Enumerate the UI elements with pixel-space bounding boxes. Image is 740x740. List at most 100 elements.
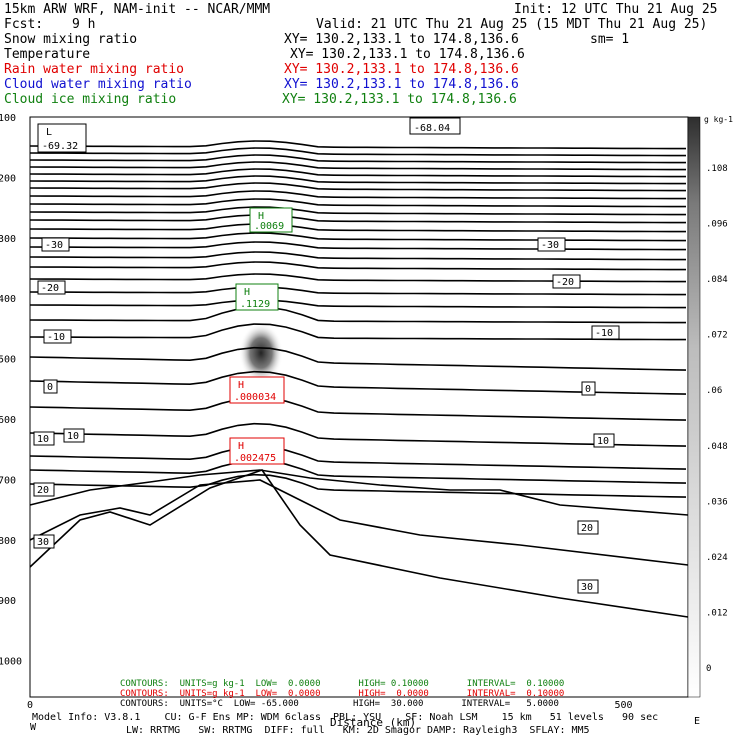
field-name-cloud-ice: Cloud ice mixing ratio: [4, 92, 177, 107]
colorbar-tick-label: .096: [706, 220, 728, 230]
temperature-contour: [29, 370, 687, 395]
colorbar: [687, 116, 701, 698]
contour-label: 20: [581, 523, 593, 534]
colorbar-tick-label: .108: [706, 164, 728, 174]
field-name-rain: Rain water mixing ratio: [4, 62, 185, 77]
extremum-kind: H: [238, 441, 244, 452]
extremum-box: [249, 207, 293, 233]
snow-maximum: [239, 323, 283, 383]
y-tick-label: 800: [0, 536, 16, 547]
colorbar-tick-label: .072: [706, 331, 728, 341]
init-time: Init: 12 UTC Thu 21 Aug 25: [514, 2, 718, 17]
temperature-contour: [29, 190, 686, 200]
terrain-contour: [29, 479, 689, 566]
field-xy-snow: XY= 130.2,133.1 to 174.8,136.6: [284, 32, 519, 47]
y-tick-label: 500: [0, 355, 16, 366]
colorbar-unit: g kg-1: [704, 115, 733, 124]
y-tick-label: 300: [0, 234, 16, 245]
temperature-contour: [29, 261, 686, 271]
contour-label: -30: [45, 240, 63, 251]
contour-label-box: [591, 325, 620, 340]
extremum-box: [229, 437, 285, 465]
extremum-box: [229, 376, 285, 404]
temperature-contour: [29, 299, 686, 309]
contours-info-temperature: CONTOURS: UNITS=°C LOW= -65.000 HIGH= 30…: [120, 699, 559, 709]
temperature-contour: [29, 168, 686, 178]
extremum-box: [409, 117, 461, 135]
contour-label-box: [43, 379, 58, 394]
temperature-contour: [29, 147, 686, 157]
field-xy-cloud-water: XY= 130.2,133.1 to 174.8,136.6: [284, 77, 519, 92]
extremum-value: .002475: [234, 453, 276, 464]
extremum-value: .000034: [234, 392, 276, 403]
extremum-value: .0069: [254, 221, 284, 232]
terrain-contour: [29, 469, 689, 516]
y-tick-label: 700: [0, 475, 16, 486]
contour-label: 30: [581, 582, 593, 593]
y-tick-label: 1000: [0, 657, 22, 668]
fcst-label: Fcst:: [4, 17, 44, 32]
temperature-contour: [29, 232, 686, 242]
contour-label: 0: [47, 382, 53, 393]
contour-label-box: [41, 237, 70, 252]
contour-label-box: [33, 431, 55, 446]
temperature-contour: [29, 198, 686, 208]
extremum-box: [37, 123, 87, 153]
model-title: 15km ARW WRF, NAM-init -- NCAR/MMM: [4, 2, 271, 17]
temperature-contour: [29, 241, 686, 251]
field-name-temperature: Temperature: [4, 47, 91, 62]
colorbar-tick-label: .048: [706, 442, 728, 452]
temperature-contour: [29, 422, 687, 447]
fcst-value: 9 h: [72, 17, 96, 32]
temperature-contour: [29, 182, 686, 192]
temperature-contour: [29, 206, 686, 216]
model-info-line2: LW: RRTMG SW: RRTMG DIFF: full KM: 2D Sm…: [126, 725, 590, 736]
model-info-line1: Model Info: V3.8.1 CU: G-F Ens MP: WDM 6…: [32, 712, 659, 723]
contour-label: -10: [47, 332, 65, 343]
contour-label: 10: [37, 434, 49, 445]
temperature-contour: [29, 140, 686, 150]
temperature-contour: [29, 346, 687, 371]
temperature-contour: [29, 161, 686, 171]
contour-label-box: [593, 433, 615, 448]
temperature-contour: [29, 175, 686, 185]
contour-label-box: [577, 579, 599, 594]
field-name-snow: Snow mixing ratio: [4, 32, 138, 47]
temperature-contour: [29, 273, 686, 283]
extremum-box: [235, 283, 279, 311]
field-xy-temperature: XY= 130.2,133.1 to 174.8,136.6: [290, 47, 525, 62]
temperature-contour: [29, 214, 686, 224]
y-tick-label: 900: [0, 596, 16, 607]
y-tick-label: 200: [0, 173, 16, 184]
temperature-contour: [29, 459, 687, 484]
extremum-kind: H: [238, 380, 244, 391]
contour-label-box: [581, 381, 596, 396]
contour-label-box: [577, 520, 599, 535]
contours-info-ice: CONTOURS: UNITS=g kg-1 LOW= 0.0000 HIGH=…: [120, 679, 565, 689]
corner-east: E: [694, 716, 701, 727]
contour-label: 20: [37, 485, 49, 496]
contour-label: -30: [541, 240, 559, 251]
y-tick-label: 400: [0, 294, 16, 305]
contour-label-box: [552, 274, 581, 289]
temperature-contour: [29, 286, 686, 296]
contour-label-box: [37, 280, 66, 295]
x-tick-label: 0: [27, 700, 33, 711]
temperature-contour: [29, 473, 687, 498]
colorbar-tick-label: .084: [706, 275, 728, 285]
contour-label: -20: [41, 283, 59, 294]
y-tick-label: 100: [0, 113, 16, 124]
field-extra-snow: sm= 1: [590, 32, 630, 47]
contour-label-box: [537, 237, 566, 252]
valid-time: Valid: 21 UTC Thu 21 Aug 25 (15 MDT Thu …: [316, 17, 708, 32]
corner-west: W: [30, 722, 37, 733]
x-axis-label: Distance (km): [330, 716, 416, 729]
extremum-kind: L: [46, 127, 52, 138]
temperature-contour: [29, 323, 686, 341]
temperature-contour: [29, 251, 686, 261]
x-tick-label: 500: [615, 700, 633, 711]
field-xy-rain: XY= 130.2,133.1 to 174.8,136.6: [284, 62, 519, 77]
temperature-contour: [29, 445, 687, 470]
contour-label-box: [33, 534, 55, 549]
terrain-contour: [29, 469, 689, 618]
